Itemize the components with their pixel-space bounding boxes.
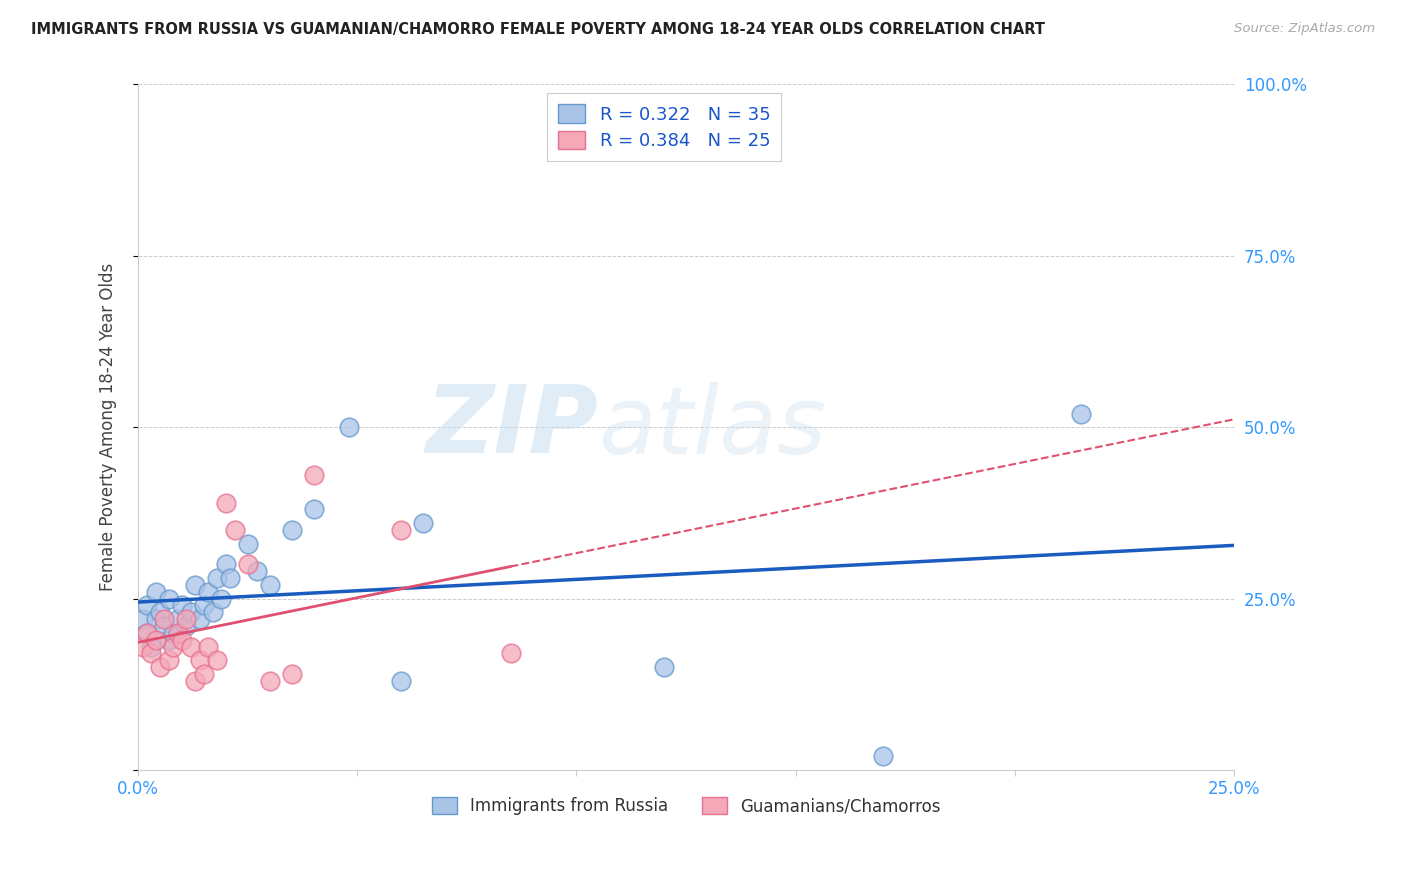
Point (136, 626, 159, 640)
Point (197, 640, 219, 654)
Point (652, 660, 675, 674)
Text: atlas: atlas (599, 382, 827, 473)
Point (131, 612, 153, 626)
Point (389, 673, 412, 688)
Point (215, 558, 238, 572)
Point (193, 599, 215, 613)
Point (184, 673, 207, 688)
Point (245, 564, 267, 578)
Point (184, 578, 207, 592)
Point (166, 626, 188, 640)
Point (280, 667, 302, 681)
Point (176, 619, 198, 633)
Point (219, 571, 242, 585)
Point (157, 632, 180, 647)
Point (149, 660, 172, 674)
Point (162, 640, 184, 654)
Point (302, 468, 325, 483)
Point (145, 612, 167, 626)
Point (157, 591, 180, 606)
Point (145, 584, 167, 599)
Point (153, 612, 176, 626)
Point (136, 599, 159, 613)
Legend: Immigrants from Russia, Guamanians/Chamorros: Immigrants from Russia, Guamanians/Chamo… (423, 789, 949, 823)
Text: ZIP: ZIP (426, 381, 599, 474)
Point (224, 523, 246, 537)
Point (211, 591, 233, 606)
Point (180, 605, 202, 619)
Point (166, 612, 188, 626)
Point (153, 619, 176, 633)
Point (131, 640, 153, 654)
Point (141, 647, 163, 661)
Point (149, 605, 172, 619)
Point (136, 626, 159, 640)
Point (170, 632, 193, 647)
Point (1070, 407, 1092, 421)
Point (215, 495, 238, 509)
Point (141, 640, 163, 654)
Point (412, 516, 434, 531)
Point (193, 667, 215, 681)
Point (201, 605, 224, 619)
Y-axis label: Female Poverty Among 18-24 Year Olds: Female Poverty Among 18-24 Year Olds (100, 263, 117, 591)
Text: Source: ZipAtlas.com: Source: ZipAtlas.com (1234, 22, 1375, 36)
Text: IMMIGRANTS FROM RUSSIA VS GUAMANIAN/CHAMORRO FEMALE POVERTY AMONG 18-24 YEAR OLD: IMMIGRANTS FROM RUSSIA VS GUAMANIAN/CHAM… (31, 22, 1045, 37)
Point (302, 502, 325, 516)
Point (205, 653, 228, 667)
Point (157, 653, 180, 667)
Point (872, 749, 894, 764)
Point (145, 632, 167, 647)
Point (176, 612, 198, 626)
Point (236, 558, 259, 572)
Point (280, 523, 302, 537)
Point (499, 647, 522, 661)
Point (389, 523, 412, 537)
Point (162, 626, 184, 640)
Point (236, 537, 259, 551)
Point (337, 420, 360, 434)
Point (205, 571, 228, 585)
Point (170, 599, 193, 613)
Point (259, 673, 281, 688)
Point (259, 578, 281, 592)
Point (180, 640, 202, 654)
Point (197, 584, 219, 599)
Point (188, 653, 211, 667)
Point (188, 612, 211, 626)
